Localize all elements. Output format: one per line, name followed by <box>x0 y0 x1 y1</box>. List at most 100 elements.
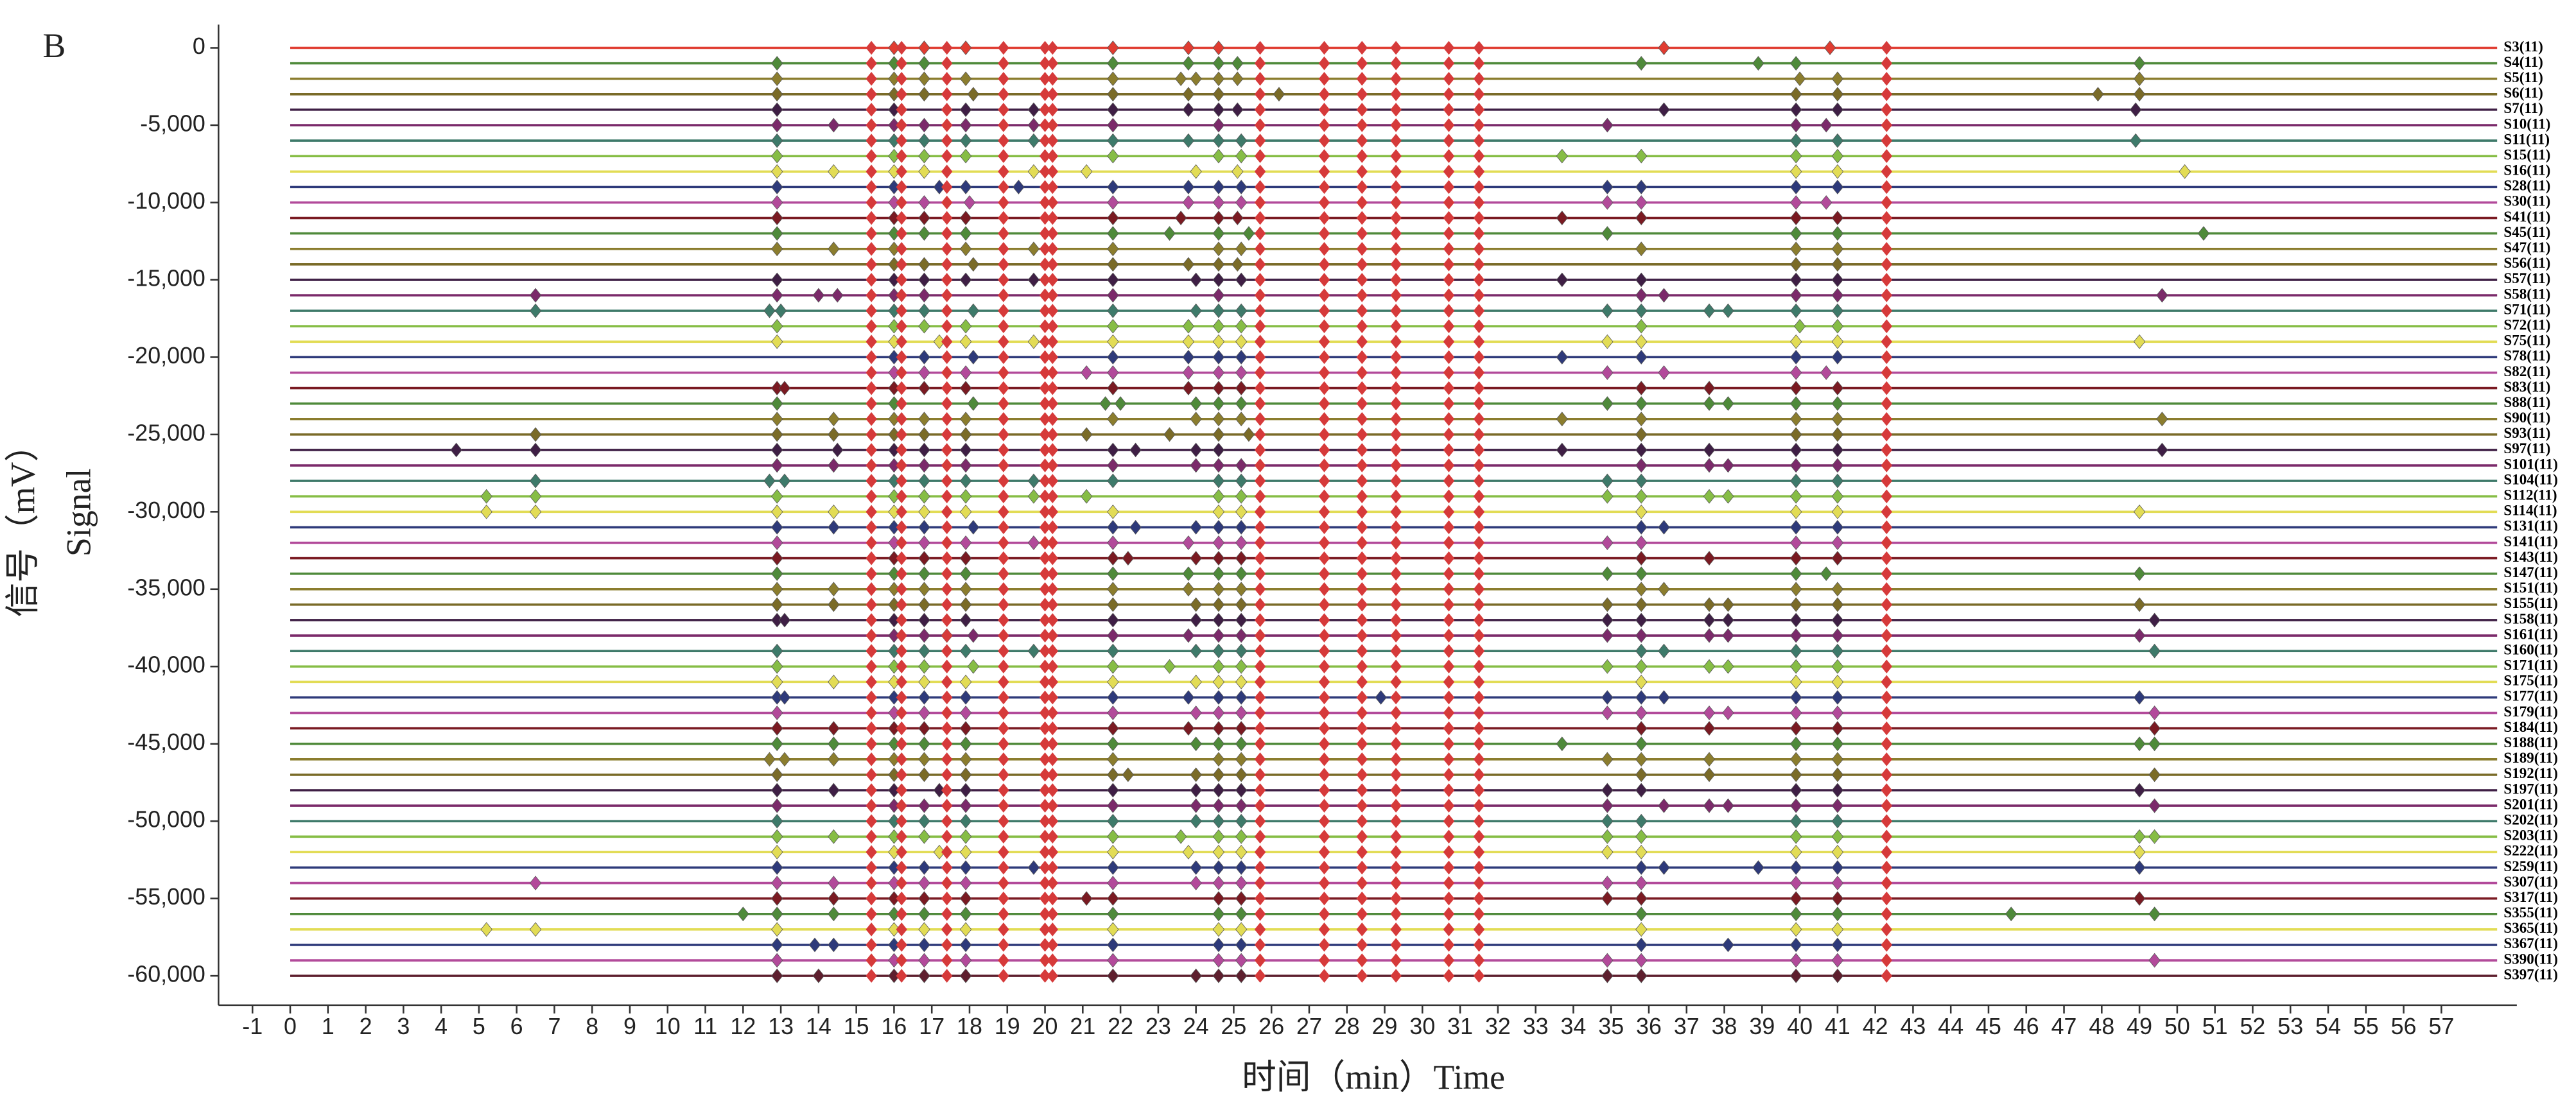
shared-peak-marker <box>1473 288 1485 302</box>
shared-peak-marker <box>1318 164 1330 179</box>
peak-marker <box>2130 133 2142 148</box>
legend-label: S7(11) <box>2503 100 2543 116</box>
shared-peak-marker <box>1318 288 1330 302</box>
shared-peak-marker <box>1318 40 1330 55</box>
peak-marker <box>1107 937 1119 953</box>
legend-label: S78(11) <box>2503 347 2550 364</box>
shared-peak-marker <box>1390 149 1402 163</box>
peak-marker <box>918 164 930 179</box>
peak-marker <box>1114 396 1127 411</box>
peak-marker <box>1703 752 1716 767</box>
peak-marker <box>1722 937 1734 953</box>
shared-peak-marker <box>1473 768 1485 782</box>
shared-peak-marker <box>1443 381 1455 395</box>
peak-marker <box>828 937 840 953</box>
shared-peak-marker <box>1390 953 1402 967</box>
shared-peak-marker <box>998 690 1009 705</box>
peak-marker <box>1235 303 1248 318</box>
peak-marker <box>771 272 783 288</box>
shared-peak-marker <box>941 71 953 86</box>
peak-marker <box>967 257 980 272</box>
shared-peak-marker <box>1473 273 1485 287</box>
shared-peak-marker <box>1390 520 1402 535</box>
peak-marker <box>771 798 783 813</box>
shared-peak-marker <box>1390 257 1402 272</box>
peak-marker <box>1831 643 1844 659</box>
x-tick-label: 42 <box>1863 1014 1888 1039</box>
peak-marker <box>529 288 542 303</box>
shared-peak-marker <box>941 257 953 272</box>
peak-marker <box>771 767 783 783</box>
peak-marker <box>1556 442 1568 458</box>
peak-marker <box>1831 303 1844 318</box>
peak-marker <box>771 953 783 968</box>
shared-peak-marker <box>866 241 877 256</box>
peak-marker <box>1790 381 1802 395</box>
peak-marker <box>888 365 900 380</box>
peak-marker <box>1790 906 1802 922</box>
shared-peak-marker <box>1254 381 1266 395</box>
shared-peak-marker <box>1473 334 1485 349</box>
peak-marker <box>1635 458 1648 473</box>
peak-marker <box>1790 411 1802 427</box>
peak-marker <box>828 876 840 890</box>
peak-marker <box>1182 628 1195 643</box>
peak-marker <box>918 272 930 288</box>
peak-marker <box>1107 71 1119 87</box>
shared-peak-marker <box>1254 443 1266 457</box>
peak-marker <box>933 783 946 798</box>
shared-peak-marker <box>998 257 1009 272</box>
peak-marker <box>1820 117 1832 133</box>
peak-marker <box>967 659 980 674</box>
shared-peak-marker <box>1254 226 1266 241</box>
peak-marker <box>1703 767 1716 783</box>
shared-peak-marker <box>866 71 877 86</box>
peak-marker <box>1831 813 1844 829</box>
y-tick-label: -5,000 <box>140 110 205 136</box>
peak-marker <box>1831 350 1844 365</box>
legend-label: S71(11) <box>2503 300 2550 317</box>
shared-peak-marker <box>1443 396 1455 411</box>
peak-marker <box>1556 411 1568 427</box>
peak-marker <box>1212 674 1225 689</box>
shared-peak-marker <box>1473 412 1485 426</box>
peak-marker <box>1635 937 1648 953</box>
x-tick-label: 9 <box>623 1014 636 1039</box>
shared-peak-marker <box>1318 845 1330 860</box>
shared-peak-marker <box>896 443 907 457</box>
shared-peak-marker <box>998 969 1009 983</box>
peak-marker <box>1212 566 1225 582</box>
peak-marker <box>1601 690 1614 705</box>
peak-marker <box>959 860 972 875</box>
peak-marker <box>828 674 840 689</box>
peak-marker <box>918 133 930 148</box>
shared-peak-marker <box>1254 273 1266 287</box>
shared-peak-marker <box>1443 489 1455 503</box>
peak-marker <box>1790 813 1802 829</box>
shared-peak-marker <box>1390 71 1402 86</box>
peak-marker <box>771 288 783 303</box>
peak-marker <box>918 736 930 752</box>
shared-peak-marker <box>866 257 877 272</box>
peak-marker <box>1107 211 1119 225</box>
x-tick-label: 57 <box>2428 1014 2454 1039</box>
peak-marker <box>828 736 840 752</box>
shared-peak-marker <box>1318 566 1330 581</box>
shared-peak-marker <box>1390 365 1402 380</box>
peak-marker <box>1235 736 1248 752</box>
peak-marker <box>1635 612 1648 628</box>
shared-peak-marker <box>896 953 907 967</box>
peak-marker <box>2148 906 2161 922</box>
peak-marker <box>2130 102 2142 117</box>
peak-marker <box>888 736 900 752</box>
peak-marker <box>1190 411 1202 427</box>
peak-marker <box>1722 303 1734 318</box>
shared-peak-marker <box>1356 241 1368 256</box>
peak-marker <box>831 288 844 303</box>
x-tick-label: 1 <box>322 1014 335 1039</box>
peak-marker <box>1235 241 1248 257</box>
shared-peak-marker <box>866 489 877 503</box>
peak-marker <box>967 87 980 102</box>
shared-peak-marker <box>1318 690 1330 705</box>
